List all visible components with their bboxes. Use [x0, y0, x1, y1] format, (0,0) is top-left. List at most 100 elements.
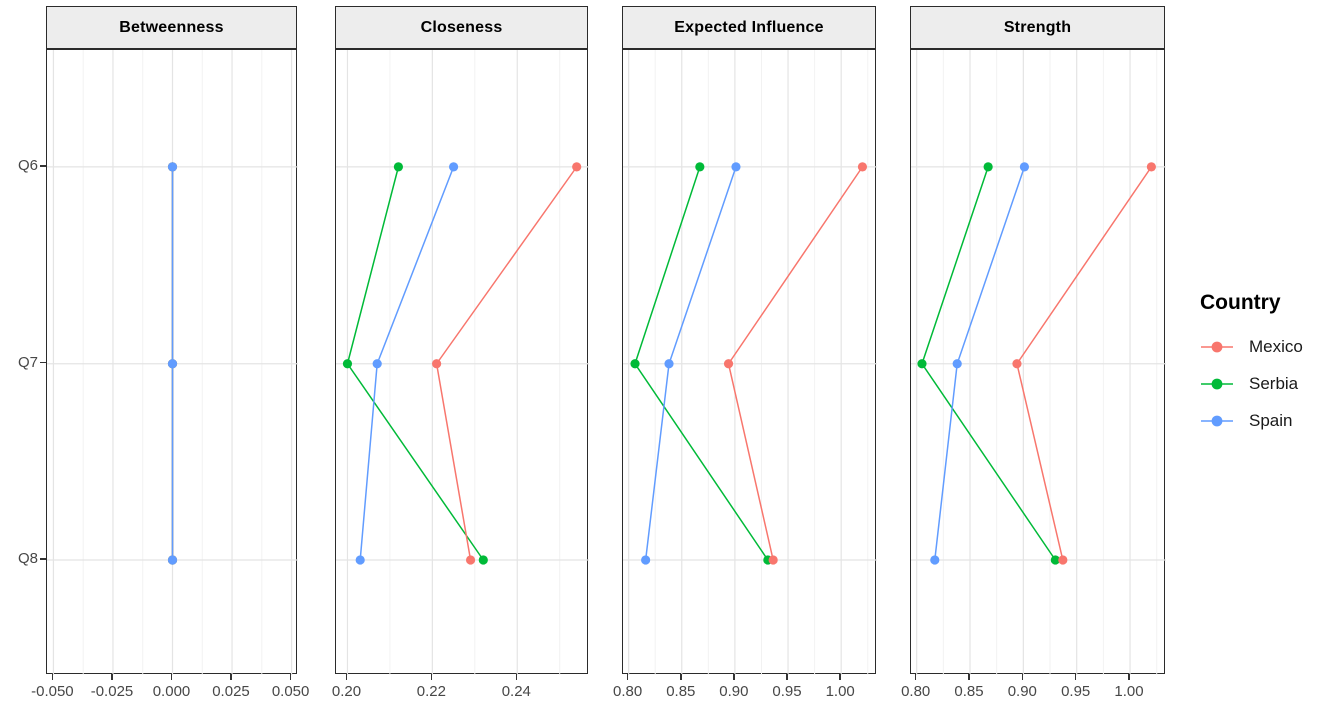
- x-axis-tick: [839, 674, 841, 680]
- legend-key-icon-spain: [1201, 415, 1233, 426]
- legend-entry-serbia: Serbia: [1200, 365, 1324, 402]
- legend-entry-mexico: Mexico: [1200, 328, 1324, 365]
- x-axis-tick: [430, 674, 433, 680]
- data-point-serbia-q6: [695, 162, 705, 172]
- legend-key-icon-mexico: [1201, 341, 1233, 352]
- x-axis-tick: [1074, 674, 1077, 680]
- x-axis-tick: [111, 674, 113, 680]
- legend-entry-label: Spain: [1249, 410, 1293, 430]
- data-point-spain-q8: [930, 555, 940, 565]
- data-point-mexico-q7: [723, 359, 734, 369]
- x-axis-tick-label: 0.90: [1007, 683, 1037, 700]
- facet-plot-area: [335, 49, 589, 675]
- x-axis-tick: [1128, 674, 1130, 680]
- data-point-spain-q6: [167, 162, 178, 172]
- data-point-mexico-q7: [432, 359, 442, 369]
- facet-plot-area: [46, 49, 298, 675]
- data-point-serbia-q6: [983, 162, 993, 172]
- data-point-serbia-q7: [342, 359, 353, 369]
- x-axis-tick: [230, 674, 232, 680]
- data-point-spain-q8: [167, 555, 178, 565]
- facet-plot-svg: [623, 50, 877, 675]
- facet-title: Expected Influence: [674, 18, 824, 36]
- legend-title: Country: [1200, 291, 1281, 314]
- data-point-mexico-q8: [768, 555, 778, 565]
- data-point-spain-q6: [731, 162, 741, 172]
- x-axis-tick: [680, 674, 682, 680]
- data-point-spain-q8: [641, 555, 651, 565]
- x-axis-tick-label: -0.050: [31, 683, 74, 700]
- x-axis-tick: [1021, 674, 1024, 680]
- x-axis-tick: [626, 674, 629, 680]
- data-point-serbia-q7: [917, 359, 927, 369]
- x-axis-tick: [515, 674, 518, 680]
- x-axis-tick: [914, 674, 917, 680]
- x-axis-tick-label: 0.025: [212, 683, 250, 700]
- y-axis-label-q6: Q6: [17, 156, 38, 174]
- legend-key-icon-serbia: [1201, 378, 1233, 389]
- facet-strip: Strength: [910, 6, 1165, 49]
- x-axis-tick-label: 0.80: [612, 683, 643, 700]
- x-axis-tick-label: 0.95: [772, 683, 802, 700]
- y-axis-tick: [40, 361, 46, 364]
- facet-plot-svg: [47, 50, 298, 675]
- facet-plot-area: [622, 49, 877, 675]
- legend-entry-spain: Spain: [1200, 402, 1324, 439]
- x-axis-tick-label: 0.80: [901, 683, 931, 700]
- data-point-spain-q7: [664, 359, 674, 369]
- x-axis-tick-label: 0.90: [719, 683, 749, 700]
- x-axis-tick: [733, 674, 735, 680]
- data-point-spain-q6: [448, 162, 459, 172]
- x-axis-tick-label: 0.85: [954, 683, 984, 700]
- y-axis-label-q7: Q7: [17, 353, 38, 371]
- legend-entry-label: Mexico: [1249, 336, 1303, 356]
- facet-strip: Closeness: [335, 6, 588, 49]
- facet-strip: Expected Influence: [622, 6, 876, 49]
- facet-title: Strength: [1003, 18, 1072, 36]
- y-axis-tick: [40, 165, 46, 167]
- x-axis-tick-label: 1.00: [1114, 683, 1144, 700]
- data-point-serbia-q7: [630, 359, 640, 369]
- x-axis-tick: [345, 674, 348, 680]
- data-point-mexico-q6: [572, 162, 582, 172]
- x-axis-tick-label: -0.025: [90, 683, 134, 700]
- data-point-spain-q6: [1019, 162, 1030, 172]
- legend: Country Mexico Serbia Spain: [1200, 291, 1324, 439]
- facet-plot-svg: [336, 50, 589, 675]
- facet-title: Betweenness: [119, 18, 224, 36]
- x-axis-tick-label: 0.000: [152, 683, 191, 700]
- facet-title: Closeness: [420, 18, 503, 36]
- data-point-serbia-q6: [393, 162, 404, 172]
- x-axis-tick-label: 1.00: [825, 683, 855, 700]
- y-axis-label-q8: Q8: [17, 550, 38, 567]
- x-axis-tick-label: 0.85: [666, 683, 696, 700]
- data-point-spain-q7: [167, 359, 178, 369]
- x-axis-tick-label: 0.050: [271, 683, 310, 700]
- legend-entries: Mexico Serbia Spain: [1200, 328, 1324, 439]
- data-point-spain-q7: [952, 359, 962, 369]
- data-point-mexico-q7: [1012, 359, 1022, 369]
- x-axis-tick: [289, 674, 292, 680]
- x-axis-tick-label: 0.20: [331, 683, 362, 700]
- facet-strip: Betweenness: [46, 6, 297, 49]
- data-point-mexico-q6: [1146, 162, 1156, 172]
- legend-entry-label: Serbia: [1249, 373, 1299, 393]
- data-point-mexico-q8: [1058, 555, 1068, 565]
- facet-plot-area: [910, 49, 1166, 675]
- data-point-mexico-q8: [465, 555, 476, 565]
- x-axis-tick-label: 0.22: [416, 683, 446, 700]
- x-axis-tick: [51, 674, 54, 680]
- x-axis-tick: [968, 674, 970, 680]
- data-point-spain-q7: [372, 359, 382, 369]
- data-point-spain-q8: [355, 555, 365, 565]
- data-point-serbia-q8: [1050, 555, 1060, 565]
- y-axis-tick: [40, 558, 46, 560]
- facet-plot-svg: [911, 50, 1166, 675]
- x-axis-tick-label: 0.95: [1061, 683, 1091, 700]
- x-axis-tick: [786, 674, 788, 680]
- x-axis-tick-label: 0.24: [501, 683, 531, 700]
- data-point-serbia-q8: [478, 555, 488, 565]
- x-axis-tick: [170, 674, 173, 680]
- data-point-mexico-q6: [857, 162, 868, 172]
